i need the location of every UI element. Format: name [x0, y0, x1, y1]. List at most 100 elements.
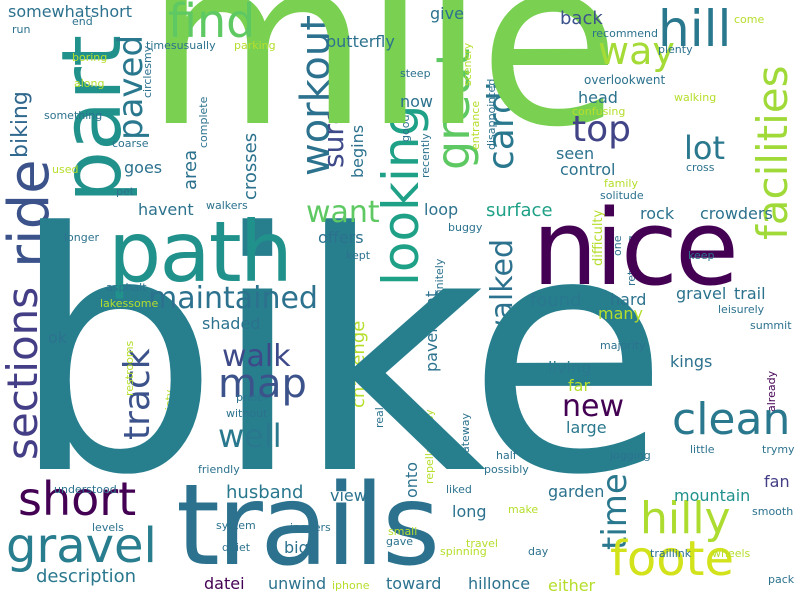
cloud-word: trail — [734, 284, 766, 303]
cloud-word: system — [216, 519, 256, 532]
cloud-word: ok — [48, 328, 68, 347]
cloud-word: smooth — [752, 505, 794, 518]
cloud-word: joggers — [290, 521, 331, 534]
cloud-word: spinning — [440, 545, 487, 558]
cloud-word: butterfly — [326, 32, 395, 51]
cloud-word: hilly — [640, 493, 731, 544]
cloud-word: goes — [124, 158, 163, 177]
cloud-word: control — [560, 160, 616, 179]
cloud-word: walking — [674, 91, 717, 104]
cloud-word: family — [604, 177, 638, 190]
cloud-word: hill — [658, 0, 732, 58]
cloud-word: leisurely — [718, 303, 765, 316]
cloud-word: back — [560, 8, 603, 29]
cloud-word: now — [400, 92, 434, 111]
cloud-word: wheels — [712, 547, 751, 560]
cloud-word: large — [566, 418, 607, 437]
cloud-word: unwind — [268, 574, 327, 593]
cloud-word: fan — [764, 472, 790, 491]
cloud-word: gravel — [6, 518, 157, 574]
cloud-word: map — [218, 361, 307, 407]
cloud-word: far — [568, 376, 591, 395]
cloud-word: datei — [204, 574, 245, 593]
cloud-word: quiet — [222, 541, 251, 554]
cloud-word: long — [452, 502, 487, 521]
cloud-word: lot — [684, 129, 726, 167]
cloud-word: day — [528, 545, 549, 558]
cloud-word: maintained — [148, 281, 318, 316]
cloud-word: trymy — [762, 443, 795, 456]
cloud-word: keep — [688, 249, 715, 262]
cloud-word: coarse — [112, 137, 149, 150]
cloud-word: clean — [672, 394, 791, 445]
cloud-word: crowders — [700, 204, 773, 223]
cloud-word: possibly — [484, 463, 529, 476]
cloud-word: traillink — [650, 547, 692, 560]
cloud-word: want — [306, 195, 380, 230]
cloud-word: surface — [486, 200, 553, 221]
cloud-word: offers — [318, 228, 364, 247]
cloud-word: gravel — [676, 284, 727, 303]
cloud-word: biking — [8, 91, 33, 158]
cloud-word: living — [548, 358, 592, 377]
cloud-word: new — [562, 389, 625, 424]
cloud-word: description — [36, 566, 137, 587]
cloud-word: hard — [610, 290, 647, 309]
cloud-word: asphalt — [106, 281, 147, 294]
cloud-word: toward — [386, 574, 442, 593]
cloud-word: found — [530, 290, 582, 311]
cloud-word: foote — [610, 531, 734, 587]
cloud-word: recommend — [592, 27, 658, 40]
cloud-word: majority — [600, 339, 646, 352]
cloud-word: view — [330, 486, 367, 505]
cloud-word: longer — [64, 231, 100, 244]
cloud-word: walkers — [206, 199, 248, 212]
cloud-word: rock — [640, 204, 675, 223]
cloud-word: seen — [556, 144, 595, 163]
cloud-word: plenty — [658, 43, 693, 56]
cloud-word: come — [734, 13, 765, 26]
cloud-word: friendly — [198, 463, 240, 476]
cloud-word: buggy — [448, 221, 483, 234]
cloud-word: kept — [346, 249, 371, 262]
cloud-word: bike — [10, 163, 670, 547]
cloud-word: without — [226, 407, 268, 420]
cloud-word: gave — [386, 535, 414, 548]
cloud-word: jogging — [610, 449, 651, 462]
cloud-word: cross — [686, 161, 715, 174]
cloud-word: make — [508, 503, 539, 516]
cloud-word: travel — [466, 537, 498, 550]
cloud-word: hillonce — [468, 574, 531, 593]
cloud-word: big — [284, 538, 309, 557]
cloud-word: iphone — [332, 579, 370, 592]
cloud-word: pack — [768, 573, 795, 586]
cloud-word: trails — [176, 461, 440, 591]
cloud-word: lakessome — [100, 297, 159, 310]
cloud-word: steep — [400, 67, 431, 80]
cloud-word: confusing — [572, 105, 626, 118]
cloud-word: end — [72, 15, 93, 28]
cloud-word: head — [578, 88, 618, 107]
cloud-word: many — [598, 304, 643, 323]
cloud-word: top — [572, 109, 631, 150]
cloud-word: kings — [670, 352, 713, 371]
cloud-word: run — [12, 23, 31, 36]
cloud-word: levels — [92, 521, 124, 534]
cloud-word: print — [236, 391, 262, 404]
cloud-word: find — [168, 0, 256, 48]
cloud-word: something — [44, 109, 103, 122]
cloud-word: parking — [234, 39, 276, 52]
cloud-word: short — [18, 472, 137, 526]
cloud-word: way — [598, 29, 675, 73]
cloud-word: pet — [116, 185, 135, 198]
cloud-word: little — [690, 443, 715, 456]
cloud-word: loop — [424, 200, 459, 219]
cloud-word: path — [108, 203, 293, 301]
cloud-word: summit — [750, 319, 792, 332]
cloud-word: somewhatshort — [8, 2, 132, 21]
cloud-word: mile — [145, 0, 620, 178]
cloud-word: husband — [226, 482, 304, 503]
cloud-word: either — [548, 576, 596, 595]
cloud-word: used — [52, 163, 79, 176]
